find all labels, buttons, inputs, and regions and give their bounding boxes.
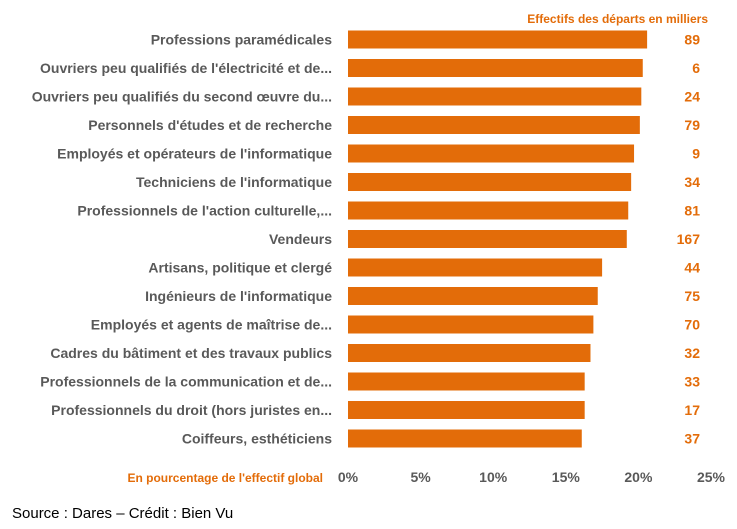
bar bbox=[348, 230, 627, 248]
bar bbox=[348, 87, 642, 106]
bar bbox=[348, 315, 594, 334]
departure-value-label: 9 bbox=[692, 146, 700, 162]
bar bbox=[348, 287, 598, 305]
category-label: Coiffeurs, esthéticiens bbox=[182, 431, 332, 447]
departure-values: 89 6 24 79 9 34 81 167 44 75 70 32 33 17 37 bbox=[677, 32, 701, 447]
departure-value-label: 24 bbox=[684, 89, 700, 105]
bar bbox=[348, 173, 632, 191]
category-label: Professionnels de l'action culturelle,..… bbox=[77, 203, 332, 219]
category-label: Ingénieurs de l'informatique bbox=[145, 288, 332, 304]
category-label: Techniciens de l'informatique bbox=[136, 174, 332, 190]
departure-value-label: 81 bbox=[684, 203, 700, 219]
departure-value-label: 44 bbox=[684, 260, 700, 276]
departure-value-label: 32 bbox=[684, 345, 700, 361]
x-tick-label: 15% bbox=[552, 469, 581, 485]
x-tick-label: 0% bbox=[338, 469, 359, 485]
bar bbox=[348, 144, 635, 163]
category-label: Professionnels du droit (hors juristes e… bbox=[51, 402, 332, 418]
bar bbox=[348, 201, 629, 220]
category-label: Ouvriers peu qualifiés du second œuvre d… bbox=[32, 89, 332, 105]
bar bbox=[348, 30, 648, 49]
bar bbox=[348, 59, 643, 77]
category-label: Vendeurs bbox=[269, 231, 332, 247]
bar bbox=[348, 401, 585, 419]
bars bbox=[348, 30, 648, 448]
category-label: Professionnels de la communication et de… bbox=[40, 374, 332, 390]
category-label: Ouvriers peu qualifiés de l'électricité … bbox=[40, 60, 332, 76]
category-labels: Professions paramédicales Ouvriers peu qu… bbox=[32, 32, 333, 447]
category-label: Employés et agents de maîtrise de... bbox=[91, 317, 332, 333]
departure-value-label: 33 bbox=[684, 374, 700, 390]
category-label: Cadres du bâtiment et des travaux public… bbox=[50, 345, 332, 361]
departure-value-label: 6 bbox=[692, 60, 700, 76]
bar bbox=[348, 258, 603, 277]
bar bbox=[348, 429, 582, 448]
bar-chart: Professions paramédicales Ouvriers peu qu… bbox=[32, 12, 726, 485]
bar bbox=[348, 116, 640, 134]
category-label: Employés et opérateurs de l'informatique bbox=[57, 146, 332, 162]
x-tick-label: 10% bbox=[479, 469, 508, 485]
departure-value-label: 34 bbox=[684, 174, 700, 190]
x-axis-title: En pourcentage de l'effectif global bbox=[127, 471, 323, 485]
departure-value-label: 89 bbox=[684, 32, 700, 48]
category-label: Artisans, politique et clergé bbox=[148, 260, 332, 276]
x-tick-label: 5% bbox=[410, 469, 431, 485]
x-tick-label: 20% bbox=[624, 469, 653, 485]
bar bbox=[348, 372, 585, 391]
departure-value-label: 70 bbox=[684, 317, 700, 333]
source-credit: Source : Dares – Crédit : Bien Vu bbox=[12, 505, 234, 522]
departure-value-label: 37 bbox=[684, 431, 700, 447]
x-axis-ticks: 0% 5% 10% 15% 20% 25% bbox=[338, 469, 726, 485]
departure-value-label: 79 bbox=[684, 117, 700, 133]
category-label: Personnels d'études et de recherche bbox=[88, 117, 332, 133]
departure-value-label: 167 bbox=[677, 231, 701, 247]
x-tick-label: 25% bbox=[697, 469, 726, 485]
departure-value-label: 17 bbox=[684, 402, 700, 418]
category-label: Professions paramédicales bbox=[151, 32, 333, 48]
departures-header: Effectifs des départs en milliers bbox=[527, 12, 708, 26]
bar bbox=[348, 344, 591, 362]
departure-value-label: 75 bbox=[684, 288, 700, 304]
